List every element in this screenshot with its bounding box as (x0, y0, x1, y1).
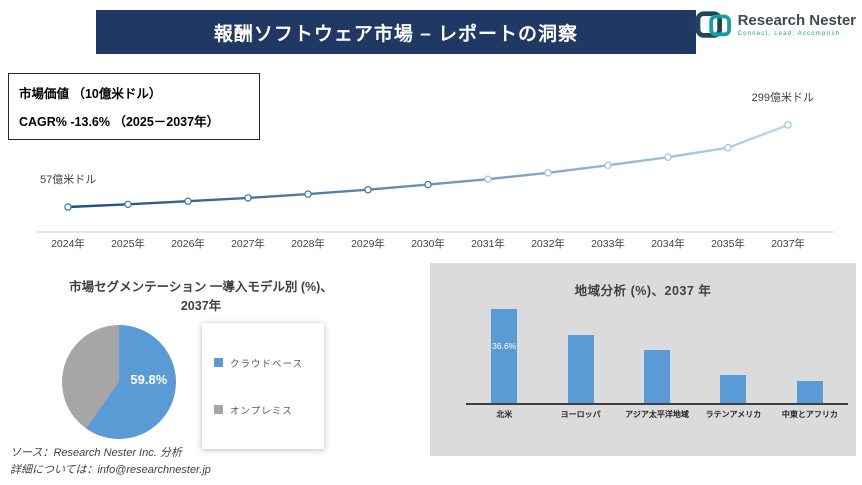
data-point (424, 180, 432, 189)
bar-category-label: ラテンアメリカ (705, 410, 762, 419)
bar-0: 36.6% (491, 309, 518, 403)
details-line: 詳細については：info@researchnester.jp (10, 464, 211, 477)
x-axis-label: 2033年 (591, 237, 625, 250)
data-point (64, 203, 72, 211)
data-point (124, 200, 132, 209)
bar-chart-title: 地域分析 (%)、2037 年 (574, 284, 712, 298)
x-axis-label: 2032年 (531, 237, 565, 250)
bar-category-labels: 北米 ヨーロッパ アジア太平洋地域 ラテンアメリカ 中東とアフリカ (466, 409, 848, 420)
bar-4 (796, 381, 823, 403)
x-axis-label: 2030年 (411, 237, 445, 250)
x-axis-label: 2025年 (111, 237, 145, 250)
x-axis-label: 2031年 (471, 237, 505, 250)
source-line: ソース：Research Nester Inc. 分析 (10, 446, 182, 459)
data-point (304, 190, 312, 198)
bar-x-axis-line (466, 403, 848, 405)
data-point (544, 169, 552, 177)
x-axis-label: 2027年 (231, 237, 265, 250)
pie-title-line1: 市場セグメンテーション 一導入モデル別 (%)、 (69, 280, 333, 294)
logo-tagline: Connect. Lead. Accomplish (737, 31, 841, 38)
brand-logo: Research Nester Connect. Lead. Accomplis… (695, 9, 856, 41)
bar-1 (567, 335, 594, 403)
x-axis-label: 2029年 (351, 237, 385, 250)
data-point (664, 153, 672, 161)
header-banner: 報酬ソフトウェア市場 – レポートの洞察 (96, 10, 696, 54)
legend-item-onpremise: オンプレミス (214, 403, 312, 417)
data-point (364, 185, 372, 194)
bar-category-label: アジア太平洋地域 (625, 410, 689, 419)
x-axis-label: 2026年 (171, 237, 205, 250)
data-point (184, 197, 192, 205)
market-value-label: 市場価値 （10億米ドル） (19, 87, 162, 101)
legend-swatch-blue (214, 358, 223, 367)
x-axis-label: 2028年 (291, 237, 325, 250)
end-value-label: 299億米ドル (752, 91, 814, 104)
bar-3 (720, 375, 747, 403)
regional-bar-chart: 36.6% 北米 ヨーロッパ アジア太平洋地域 ラテンアメリカ 中東とアフリカ (466, 307, 848, 420)
regional-analysis-panel: 地域分析 (%)、2037 年 36.6% 北米 ヨーロッパ アジア太平洋地域 ラテン… (430, 263, 856, 456)
bar-value-label: 36.6% (492, 340, 517, 351)
x-axis-label: 2037年 (771, 237, 805, 250)
pie-title-line2: 2037年 (180, 298, 222, 313)
start-value-label: 57億米ドル (40, 173, 96, 186)
bar-category-label: 中東とアフリカ (781, 410, 838, 419)
logo-brand-name: Research Nester (737, 11, 856, 29)
data-point (784, 121, 792, 129)
x-axis-label: 2035年 (711, 237, 745, 250)
data-point (604, 161, 612, 170)
research-nester-logo-icon (695, 11, 731, 38)
x-axis-label: 2034年 (651, 237, 685, 250)
market-value-line-chart: 2024年 2025年 2026年 2027年 2028年 2029年 2030年 2031年… (36, 91, 834, 250)
page-title: 報酬ソフトウェア市場 – レポートの洞察 (213, 23, 579, 45)
cagr-label: CAGR% -13.6% （2025－2037年） (19, 115, 220, 129)
market-value-box: 市場価値 （10億米ドル） CAGR% -13.6% （2025－2037年） (8, 73, 260, 140)
legend-item-cloud: クラウドベース (214, 356, 312, 370)
data-point (244, 194, 252, 202)
bar-area: 36.6% (466, 307, 848, 403)
segmentation-pie-chart: 59.8% (62, 325, 176, 439)
data-point (724, 144, 732, 152)
x-axis-label: 2024年 (51, 237, 85, 250)
logo-text: Research Nester Connect. Lead. Accomplis… (737, 11, 856, 38)
pie-value-label: 59.8% (130, 371, 168, 387)
bar-category-label: ヨーロッパ (560, 410, 601, 419)
data-point (484, 175, 492, 183)
legend-swatch-gray (214, 405, 223, 414)
legend-label-cloud: クラウドベース (230, 358, 304, 370)
pie-chart-title: 市場セグメンテーション 一導入モデル別 (%)、 2037年 (55, 278, 347, 316)
legend-label-onpremise: オンプレミス (230, 405, 293, 417)
source-note: ソース：Research Nester Inc. 分析 詳細については：info… (10, 445, 211, 480)
bar-2 (643, 350, 670, 403)
pie (62, 325, 176, 439)
pie-legend: クラウドベース オンプレミス (202, 323, 324, 449)
bar-category-label: 北米 (496, 410, 513, 419)
